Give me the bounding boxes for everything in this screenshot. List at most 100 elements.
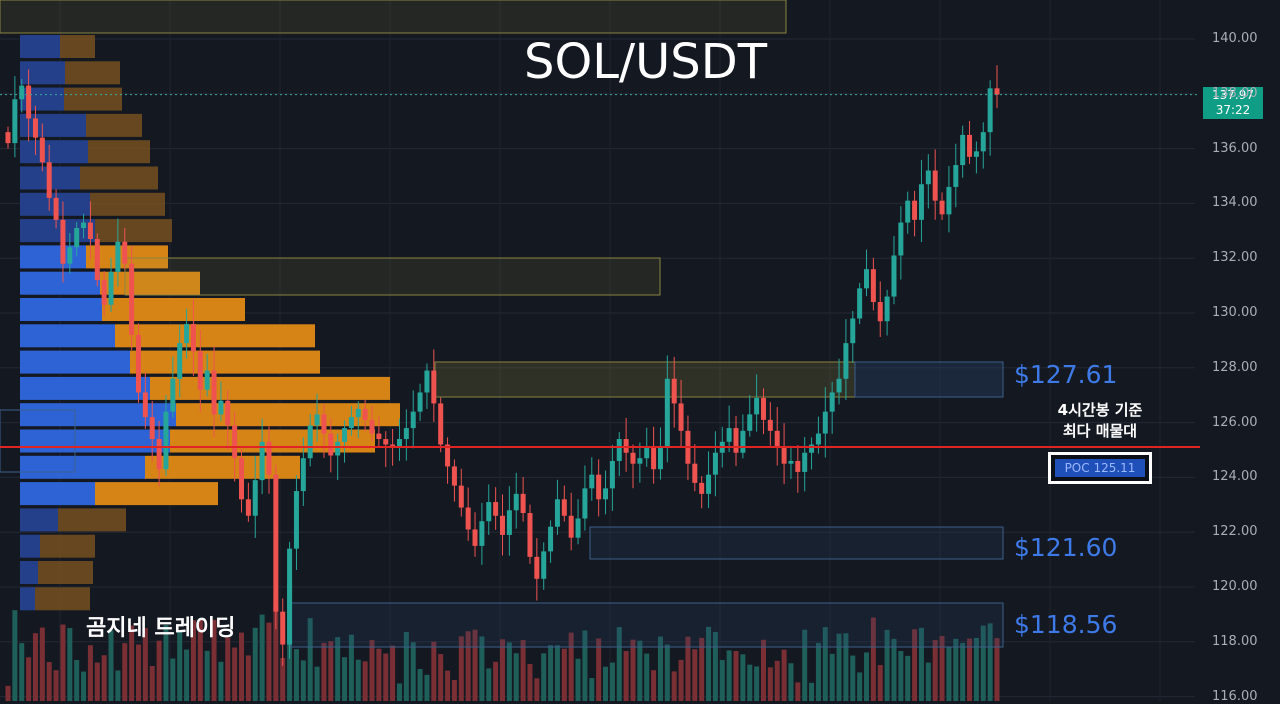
volume-bar	[809, 682, 815, 701]
profile-bar-blue	[20, 429, 170, 453]
candle-body	[973, 151, 979, 157]
candle-body	[280, 611, 286, 645]
zone-127-blue	[854, 361, 1004, 398]
candle-body	[520, 493, 526, 514]
candle-body	[129, 263, 135, 335]
profile-bar-blue	[20, 271, 100, 295]
zone-131	[124, 257, 661, 296]
candle-body	[204, 370, 210, 390]
volume-bar	[561, 648, 567, 701]
candle-body	[383, 439, 389, 445]
candle-body	[582, 488, 588, 519]
candle-countdown: 37:22	[1215, 103, 1251, 117]
volume-bar	[81, 671, 87, 701]
candle-body	[245, 499, 251, 516]
candle-body	[424, 370, 430, 393]
volume-bar	[774, 660, 780, 701]
volume-bar	[232, 647, 238, 701]
candle-body	[802, 452, 808, 472]
candle-body	[596, 474, 602, 500]
volume-bar	[348, 634, 354, 701]
volume-bar	[747, 664, 753, 701]
profile-bar-blue	[20, 534, 40, 558]
poc-note-line1: 4시간봉 기준	[1057, 401, 1143, 419]
volume-bar	[32, 633, 38, 701]
level-label-3: $118.56	[1014, 610, 1118, 639]
volume-bar	[513, 653, 519, 701]
volume-bar	[53, 670, 59, 701]
volume-bar	[589, 678, 595, 701]
candle-body	[431, 370, 437, 404]
volume-bar	[163, 625, 169, 701]
profile-bar-orange	[90, 192, 165, 216]
candle-body	[60, 219, 66, 264]
candle-body	[252, 480, 258, 516]
candle-body	[479, 521, 485, 546]
candle-body	[554, 499, 560, 527]
volume-bar	[802, 629, 808, 701]
profile-bar-orange	[80, 166, 158, 190]
y-tick-label: 120.00	[1212, 579, 1258, 594]
volume-bar	[184, 649, 190, 701]
zone-121	[589, 526, 1004, 560]
candle-body	[609, 460, 615, 489]
volume-bar	[822, 627, 828, 701]
volume-bar	[781, 649, 787, 701]
candle-body	[445, 444, 451, 467]
volume-bar	[142, 628, 148, 701]
volume-bar	[898, 650, 904, 701]
candle-body	[987, 88, 993, 133]
candle-body	[184, 323, 190, 344]
volume-bar	[314, 666, 320, 701]
volume-bar	[609, 662, 615, 701]
y-tick-label: 136.00	[1212, 140, 1258, 156]
candle-body	[781, 447, 787, 464]
candle-body	[239, 458, 245, 500]
volume-bar	[836, 633, 842, 701]
volume-bar	[877, 665, 883, 701]
volume-bar	[252, 627, 258, 701]
volume-bar	[527, 664, 533, 701]
candle-body	[369, 419, 375, 434]
candle-body	[314, 414, 320, 426]
candle-body	[19, 85, 25, 100]
volume-bar	[500, 639, 505, 701]
volume-bar	[225, 637, 231, 701]
candle-body	[836, 378, 842, 393]
volume-bar	[664, 644, 670, 701]
candle-body	[115, 241, 121, 272]
volume-bar	[870, 617, 876, 701]
candle-body	[884, 296, 890, 322]
zone-118	[289, 602, 1004, 648]
volume-bar	[390, 645, 396, 701]
candle-body	[960, 134, 966, 166]
volume-bar	[712, 631, 718, 701]
profile-bar-orange	[176, 403, 400, 427]
volume-bar	[493, 661, 499, 701]
volume-bar	[204, 650, 210, 701]
candle-body	[142, 392, 148, 418]
candle-body	[190, 323, 196, 352]
y-tick-label: 118.00	[1212, 633, 1258, 649]
candle-body	[967, 134, 973, 157]
candle-body	[712, 452, 718, 475]
candle-body	[225, 400, 231, 426]
candle-body	[912, 200, 918, 220]
candle-body	[699, 482, 705, 494]
candle-body	[623, 439, 629, 453]
profile-bar-blue	[20, 587, 35, 611]
y-tick-label: 116.00	[1212, 688, 1258, 704]
candle-body	[877, 302, 883, 322]
volume-bar	[657, 636, 663, 701]
candle-body	[980, 132, 986, 152]
volume-bar	[616, 627, 622, 701]
candle-body	[163, 411, 169, 470]
y-tick-label: 124.00	[1212, 469, 1258, 485]
profile-bar-orange	[88, 140, 150, 164]
candle-body	[534, 556, 540, 579]
volume-bar	[987, 623, 993, 701]
volume-bar	[129, 625, 135, 701]
volume-bar	[376, 648, 382, 701]
volume-bar	[328, 641, 334, 701]
candle-body	[664, 378, 670, 448]
